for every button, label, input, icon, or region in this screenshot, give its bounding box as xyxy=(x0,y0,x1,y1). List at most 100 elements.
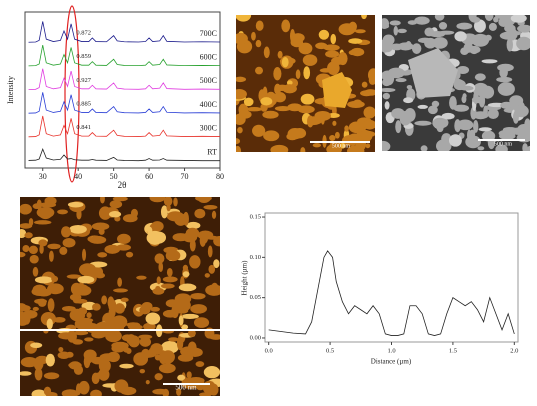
grain xyxy=(500,101,513,109)
grain xyxy=(431,100,440,108)
grain xyxy=(61,226,72,238)
grain xyxy=(355,138,367,151)
grain xyxy=(290,37,304,48)
grain xyxy=(166,254,180,261)
grain xyxy=(322,72,352,108)
grain xyxy=(382,40,394,53)
grain xyxy=(113,288,128,293)
grain xyxy=(348,21,357,32)
micrograph-grains xyxy=(236,15,375,152)
grain xyxy=(125,251,134,258)
grain xyxy=(178,315,184,326)
x-tick-label: 50 xyxy=(110,172,118,181)
grain xyxy=(24,232,33,239)
grain xyxy=(43,372,60,380)
grain xyxy=(252,124,266,137)
grain xyxy=(411,43,422,54)
x-axis-label: 2θ xyxy=(118,180,127,190)
x-tick-label: 1.5 xyxy=(449,347,457,354)
grain xyxy=(187,329,196,337)
grain xyxy=(352,121,360,132)
grain xyxy=(477,146,485,151)
x-tick-label: 0.0 xyxy=(265,347,273,354)
grain xyxy=(473,90,479,105)
data-line xyxy=(28,92,221,114)
grain xyxy=(183,211,189,226)
grain xyxy=(517,24,530,33)
grain xyxy=(453,104,470,112)
grain xyxy=(270,144,289,152)
grain xyxy=(70,282,83,296)
grain xyxy=(320,112,325,125)
grain xyxy=(237,126,243,134)
grain xyxy=(175,308,189,314)
grain xyxy=(173,197,178,207)
grain xyxy=(94,372,106,379)
annotation: 0.859 xyxy=(76,53,91,60)
grain xyxy=(326,143,343,152)
grain xyxy=(436,124,444,133)
grain xyxy=(112,197,128,202)
grain xyxy=(114,303,125,314)
grain xyxy=(154,354,162,361)
annotation: 0.841 xyxy=(76,124,91,131)
grain xyxy=(166,211,184,222)
grain xyxy=(211,210,217,219)
grain xyxy=(204,273,210,278)
grain xyxy=(397,28,407,34)
grain xyxy=(273,92,286,103)
data-line xyxy=(268,250,515,336)
grain xyxy=(163,197,173,207)
grain xyxy=(83,355,91,369)
grain xyxy=(493,16,499,23)
annotation: 0.872 xyxy=(76,30,91,37)
grain xyxy=(117,277,123,287)
grain xyxy=(302,54,318,66)
data-line xyxy=(28,147,220,162)
grain xyxy=(287,128,303,140)
grain xyxy=(62,237,76,248)
grain xyxy=(512,110,519,124)
grain xyxy=(403,97,414,104)
grain xyxy=(32,203,42,210)
grain xyxy=(150,306,160,312)
grain xyxy=(20,356,38,368)
grain xyxy=(329,134,336,142)
grain xyxy=(101,295,108,305)
grain xyxy=(389,20,401,26)
grain xyxy=(210,282,219,296)
grain xyxy=(361,81,368,88)
grain xyxy=(414,120,432,126)
grain xyxy=(300,93,315,105)
grain xyxy=(236,32,248,45)
grain xyxy=(116,318,128,325)
grain xyxy=(263,130,280,142)
grain xyxy=(319,68,333,73)
grain xyxy=(506,37,513,52)
grain xyxy=(32,284,47,294)
grain xyxy=(58,332,75,340)
grain xyxy=(393,25,399,36)
grain xyxy=(405,41,412,49)
grain xyxy=(181,324,189,330)
grain xyxy=(516,36,530,51)
grain xyxy=(68,362,82,369)
grain xyxy=(236,88,247,100)
grain xyxy=(187,347,203,358)
grain xyxy=(488,22,497,31)
grain xyxy=(186,221,201,230)
grain xyxy=(347,100,365,108)
grain xyxy=(172,233,189,242)
grain xyxy=(315,42,328,50)
grain xyxy=(484,15,494,21)
grain xyxy=(407,20,418,25)
grain xyxy=(449,95,457,110)
grain xyxy=(109,200,123,209)
grain xyxy=(107,296,115,309)
grain xyxy=(102,383,118,388)
x-tick-label: 40 xyxy=(74,172,82,181)
grain xyxy=(37,298,47,307)
grain xyxy=(427,105,438,115)
grain xyxy=(158,261,164,273)
grain xyxy=(262,110,279,119)
